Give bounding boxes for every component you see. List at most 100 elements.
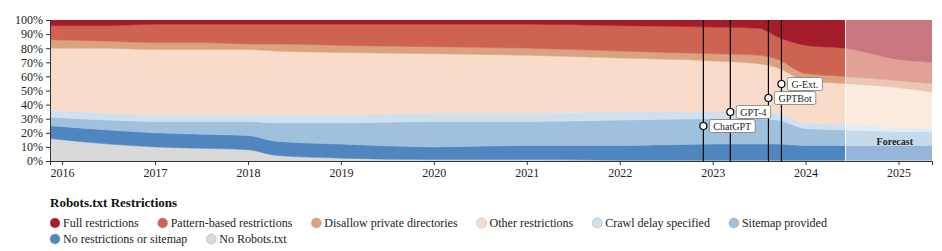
y-tick-label: 60% (21, 70, 43, 84)
y-tick-label: 20% (21, 126, 43, 140)
x-tick: 2023 (701, 161, 725, 180)
forecast-boundary (845, 20, 846, 161)
legend-swatch (50, 218, 60, 228)
event-marker (765, 95, 772, 102)
x-tick-label: 2017 (144, 166, 168, 180)
y-tick-label: 90% (21, 27, 43, 41)
y-tick: 40% (21, 98, 50, 112)
event-label: G-Ext. (791, 79, 818, 90)
legend: Robots.txt Restrictions Full restrictions… (50, 195, 827, 246)
y-tick-label: 50% (21, 84, 43, 98)
y-tick-label: 100% (15, 13, 43, 27)
y-tick: 0% (27, 154, 50, 168)
event-line (703, 20, 704, 161)
x-tick: 2025 (887, 161, 911, 180)
legend-swatch (311, 218, 321, 228)
x-axis-line (51, 162, 933, 166)
legend-item: Crawl delay specified (592, 216, 710, 230)
x-tick-label: 2021 (515, 166, 539, 180)
y-tick-mark (46, 20, 50, 21)
y-tick-mark (46, 76, 50, 77)
legend-item: Disallow private directories (311, 216, 458, 230)
y-tick-label: 70% (21, 56, 43, 70)
x-tick: 2016 (51, 161, 75, 180)
x-tick-label: 2022 (608, 166, 632, 180)
event-line (768, 20, 769, 161)
y-tick-label: 10% (21, 140, 43, 154)
event-annotation: GPT-4 (727, 106, 771, 119)
event-label-box (709, 120, 755, 133)
x-tick-label: 2016 (51, 166, 75, 180)
y-tick: 10% (21, 140, 50, 154)
legend-label: Crawl delay specified (605, 216, 710, 230)
area (50, 20, 932, 62)
y-tick: 80% (21, 42, 50, 56)
legend-label: Pattern-based restrictions (171, 216, 293, 230)
y-tick: 20% (21, 126, 50, 140)
y-tick-mark (46, 48, 50, 49)
x-tick-label: 2024 (794, 166, 818, 180)
legend-label: Full restrictions (63, 216, 139, 230)
y-tick-mark (46, 119, 50, 120)
x-tick-mark (155, 161, 156, 165)
x-tick-label: 2025 (887, 166, 911, 180)
legend-label: Other restrictions (490, 216, 574, 230)
legend-item: Full restrictions (50, 216, 139, 230)
y-tick-label: 80% (21, 42, 43, 56)
y-tick: 90% (21, 27, 50, 41)
x-tick-label: 2023 (701, 166, 725, 180)
annotations: ChatGPTGPT-4GPTBotG-Ext. (700, 78, 823, 133)
plot-area (50, 20, 932, 161)
legend-item: Sitemap provided (729, 216, 827, 230)
x-tick-mark (62, 161, 63, 165)
legend-swatch (592, 218, 602, 228)
legend-item: Pattern-based restrictions (158, 216, 293, 230)
y-tick-label: 40% (21, 98, 43, 112)
y-tick-mark (46, 62, 50, 63)
x-tick-mark (806, 161, 807, 165)
legend-item: No restrictions or sitemap (50, 232, 187, 246)
event-line (730, 20, 731, 161)
event-label: GPT-4 (740, 107, 766, 118)
forecast-label: Forecast (877, 136, 914, 147)
x-tick: 2020 (422, 161, 446, 180)
event-label: GPTBot (778, 93, 812, 104)
event-label-box (736, 106, 770, 119)
x-tick-mark (341, 161, 342, 165)
x-tick-mark (434, 161, 435, 165)
legend-label: Disallow private directories (324, 216, 458, 230)
y-tick-mark (46, 34, 50, 35)
legend-item: Other restrictions (477, 216, 574, 230)
legend-item: No Robots.txt (206, 232, 287, 246)
event-label-box (787, 78, 822, 91)
y-tick: 60% (21, 70, 50, 84)
x-tick: 2024 (794, 161, 818, 180)
x-tick-mark (248, 161, 249, 165)
x-tick-label: 2020 (422, 166, 446, 180)
y-tick-label: 0% (27, 154, 43, 168)
y-tick: 50% (21, 84, 50, 98)
y-tick-mark (46, 161, 50, 162)
event-line (781, 20, 782, 161)
x-tick: 2018 (236, 161, 260, 180)
event-label-box (774, 92, 815, 105)
y-tick: 30% (21, 112, 50, 126)
y-tick-mark (46, 147, 50, 148)
event-marker (727, 109, 734, 116)
y-tick: 70% (21, 56, 50, 70)
y-tick-mark (46, 91, 50, 92)
legend-title: Robots.txt Restrictions (50, 195, 177, 210)
x-tick: 2021 (515, 161, 539, 180)
event-marker (778, 81, 785, 88)
y-axis-line (46, 21, 51, 162)
legend-swatch (158, 218, 168, 228)
chart: 0%10%20%30%40%50%60%70%80%90%100%2016201… (0, 0, 942, 251)
x-tick-label: 2018 (236, 166, 260, 180)
x-tick-mark (527, 161, 528, 165)
event-annotation: GPTBot (765, 92, 816, 105)
x-tick: 2022 (608, 161, 632, 180)
y-axis: 0%10%20%30%40%50%60%70%80%90%100% (15, 13, 51, 168)
y-tick: 100% (15, 13, 50, 27)
x-tick-mark (713, 161, 714, 165)
legend-label: No restrictions or sitemap (63, 232, 187, 246)
